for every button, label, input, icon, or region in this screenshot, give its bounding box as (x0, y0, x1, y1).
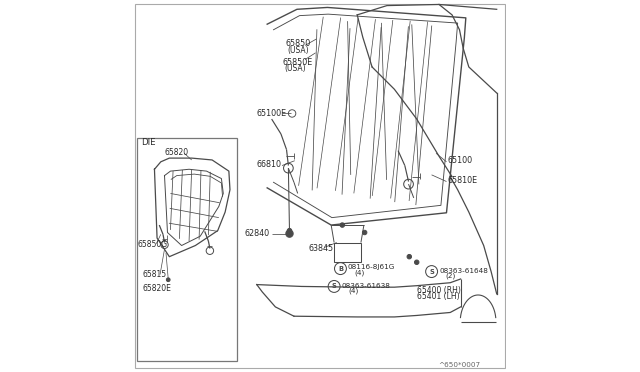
Circle shape (166, 278, 170, 282)
Text: 08116-8J61G: 08116-8J61G (348, 264, 395, 270)
Text: 65815: 65815 (142, 270, 166, 279)
Text: (4): (4) (348, 288, 358, 294)
Text: ^650*0007: ^650*0007 (438, 362, 481, 368)
Text: 65850E: 65850E (283, 58, 313, 67)
Text: 62840: 62840 (244, 229, 269, 238)
Text: 65850G: 65850G (138, 240, 168, 249)
Text: 65100E: 65100E (257, 109, 287, 118)
Text: (4): (4) (354, 269, 364, 276)
Text: S: S (332, 283, 337, 289)
Text: 65810E: 65810E (447, 176, 477, 185)
Circle shape (287, 231, 292, 237)
Text: 08363-61638: 08363-61638 (342, 283, 390, 289)
Circle shape (362, 230, 367, 235)
Text: (USA): (USA) (287, 46, 308, 55)
Circle shape (415, 260, 419, 264)
Text: B: B (338, 266, 343, 272)
Bar (137, 138, 237, 361)
Text: 08363-61648: 08363-61648 (439, 268, 488, 274)
Bar (334, 243, 361, 262)
Text: 65401 (LH): 65401 (LH) (417, 292, 460, 301)
Text: 65850: 65850 (286, 39, 311, 48)
Text: S: S (429, 269, 434, 275)
Circle shape (340, 223, 344, 227)
Text: 65820: 65820 (164, 148, 189, 157)
Text: 65400 (RH): 65400 (RH) (417, 286, 461, 295)
Text: 63845: 63845 (308, 244, 333, 253)
Circle shape (407, 254, 412, 259)
Circle shape (287, 228, 292, 233)
Text: 65820E: 65820E (142, 284, 171, 293)
Text: (USA): (USA) (284, 64, 305, 73)
Text: DIE: DIE (141, 138, 156, 147)
Text: 65100: 65100 (447, 156, 473, 165)
Text: 66810: 66810 (257, 160, 282, 169)
Text: (2): (2) (445, 273, 456, 279)
